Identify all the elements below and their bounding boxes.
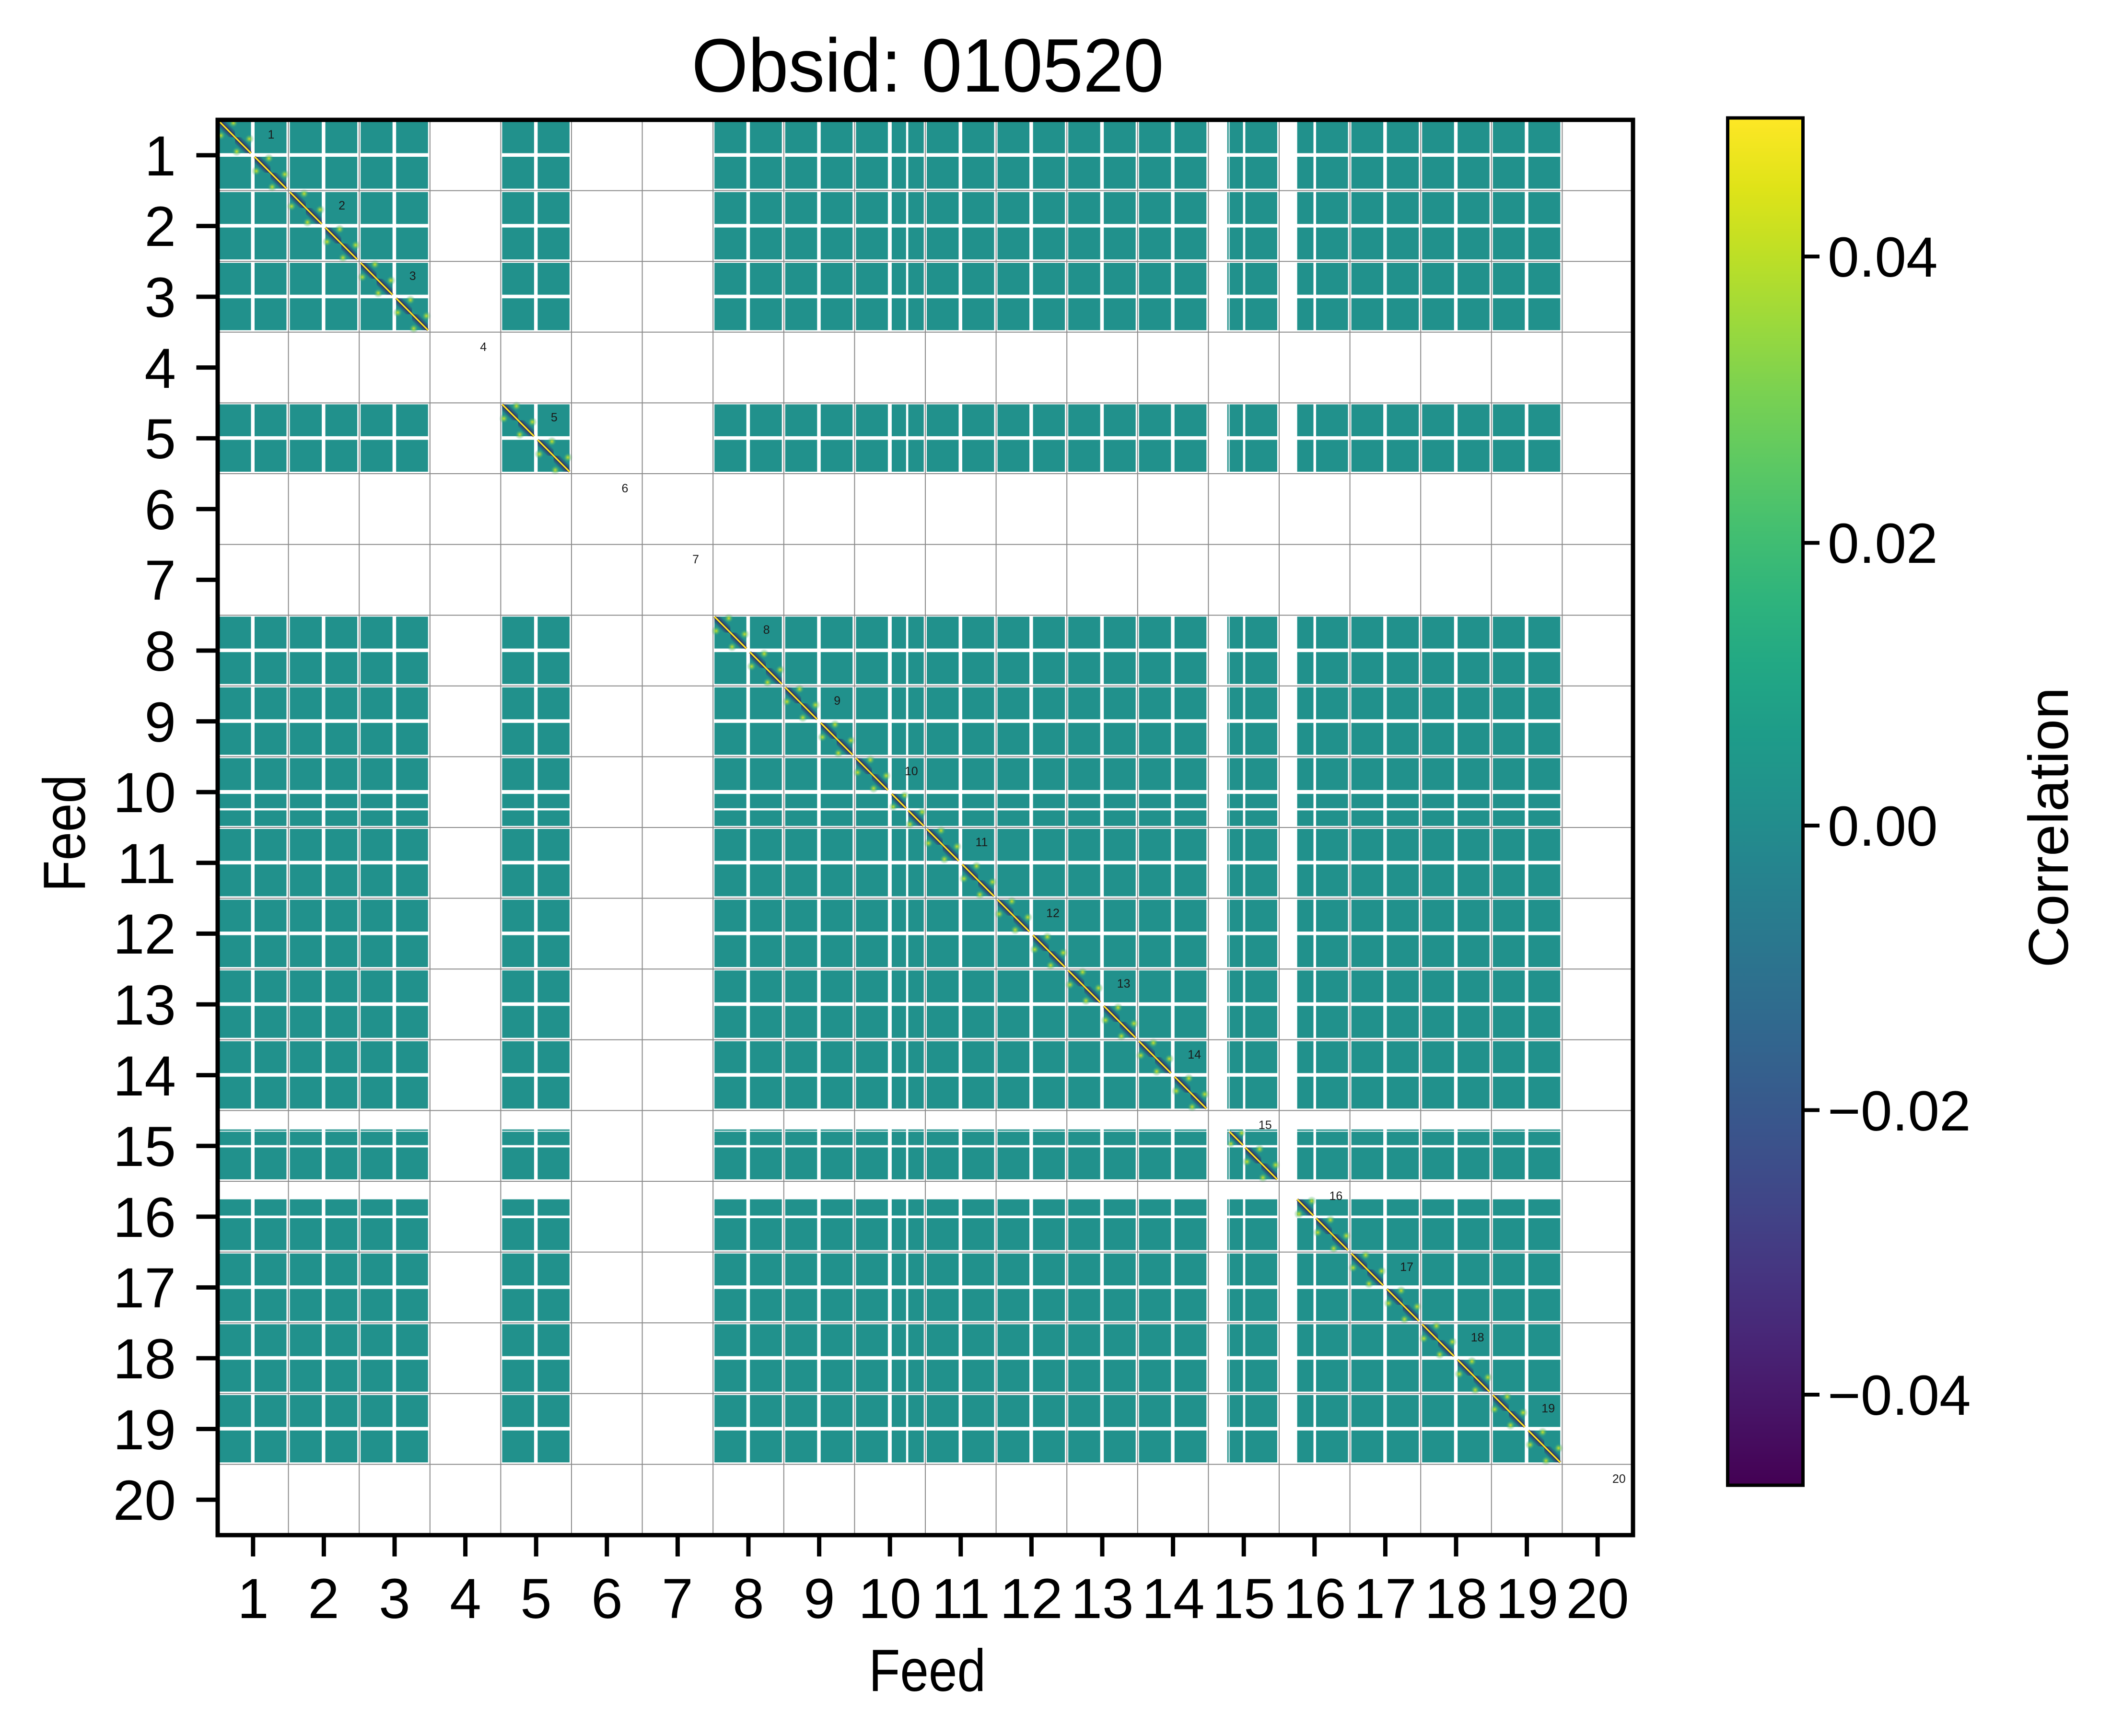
svg-text:0.00: 0.00 [1828, 795, 1938, 858]
svg-text:18: 18 [113, 1328, 176, 1391]
svg-text:14: 14 [113, 1045, 176, 1108]
svg-text:8: 8 [144, 620, 176, 683]
svg-text:1: 1 [268, 128, 275, 141]
svg-text:1: 1 [144, 125, 176, 188]
svg-text:5: 5 [144, 408, 176, 471]
svg-text:8: 8 [763, 623, 770, 637]
svg-text:16: 16 [1283, 1567, 1346, 1631]
svg-text:3: 3 [409, 269, 416, 283]
svg-text:9: 9 [144, 691, 176, 754]
svg-text:20: 20 [1612, 1472, 1626, 1486]
svg-text:2: 2 [338, 199, 345, 212]
svg-text:11: 11 [976, 836, 988, 849]
svg-text:9: 9 [804, 1567, 835, 1631]
svg-text:12: 12 [1046, 907, 1060, 920]
svg-text:5: 5 [520, 1567, 552, 1631]
svg-text:13: 13 [1117, 977, 1131, 990]
svg-text:17: 17 [1400, 1260, 1413, 1274]
svg-text:7: 7 [692, 553, 699, 566]
svg-text:9: 9 [834, 694, 840, 708]
svg-text:5: 5 [551, 411, 558, 424]
svg-text:7: 7 [144, 549, 176, 612]
svg-text:2: 2 [144, 195, 176, 258]
svg-text:7: 7 [662, 1567, 693, 1631]
svg-text:4: 4 [480, 340, 487, 354]
svg-text:0.02: 0.02 [1828, 512, 1938, 575]
svg-text:6: 6 [622, 482, 629, 495]
svg-text:10: 10 [905, 765, 918, 778]
svg-text:1: 1 [237, 1567, 269, 1631]
svg-text:15: 15 [1212, 1567, 1275, 1631]
svg-text:16: 16 [1330, 1189, 1343, 1203]
svg-text:19: 19 [1495, 1567, 1558, 1631]
svg-text:16: 16 [113, 1186, 176, 1249]
svg-text:4: 4 [144, 337, 176, 400]
svg-text:10: 10 [858, 1567, 921, 1631]
svg-text:2: 2 [308, 1567, 339, 1631]
svg-text:15: 15 [1259, 1118, 1272, 1132]
svg-text:6: 6 [144, 478, 176, 542]
svg-text:Feed: Feed [869, 1638, 986, 1704]
svg-text:Correlation: Correlation [2017, 687, 2080, 968]
svg-text:11: 11 [932, 1567, 991, 1631]
svg-text:20: 20 [113, 1469, 176, 1532]
svg-text:−0.04: −0.04 [1828, 1364, 1971, 1427]
svg-text:15: 15 [113, 1115, 176, 1178]
svg-text:Feed: Feed [32, 775, 98, 892]
svg-text:3: 3 [144, 266, 176, 329]
svg-text:12: 12 [1000, 1567, 1062, 1631]
svg-text:18: 18 [1424, 1567, 1487, 1631]
svg-text:8: 8 [733, 1567, 764, 1631]
svg-text:13: 13 [113, 974, 176, 1037]
svg-text:12: 12 [113, 903, 176, 966]
svg-text:13: 13 [1071, 1567, 1133, 1631]
svg-text:17: 17 [1353, 1567, 1416, 1631]
svg-text:17: 17 [113, 1257, 176, 1320]
svg-text:14: 14 [1188, 1048, 1201, 1061]
svg-text:14: 14 [1142, 1567, 1204, 1631]
svg-text:19: 19 [113, 1398, 176, 1462]
svg-text:18: 18 [1471, 1331, 1484, 1344]
svg-text:−0.02: −0.02 [1828, 1080, 1971, 1143]
svg-text:Obsid: 010520: Obsid: 010520 [692, 23, 1164, 108]
svg-text:10: 10 [113, 761, 176, 825]
svg-text:6: 6 [591, 1567, 623, 1631]
svg-text:4: 4 [450, 1567, 481, 1631]
svg-text:3: 3 [379, 1567, 410, 1631]
svg-text:19: 19 [1541, 1402, 1555, 1415]
svg-text:0.04: 0.04 [1828, 226, 1938, 289]
svg-text:11: 11 [117, 832, 176, 896]
svg-text:20: 20 [1566, 1567, 1629, 1631]
